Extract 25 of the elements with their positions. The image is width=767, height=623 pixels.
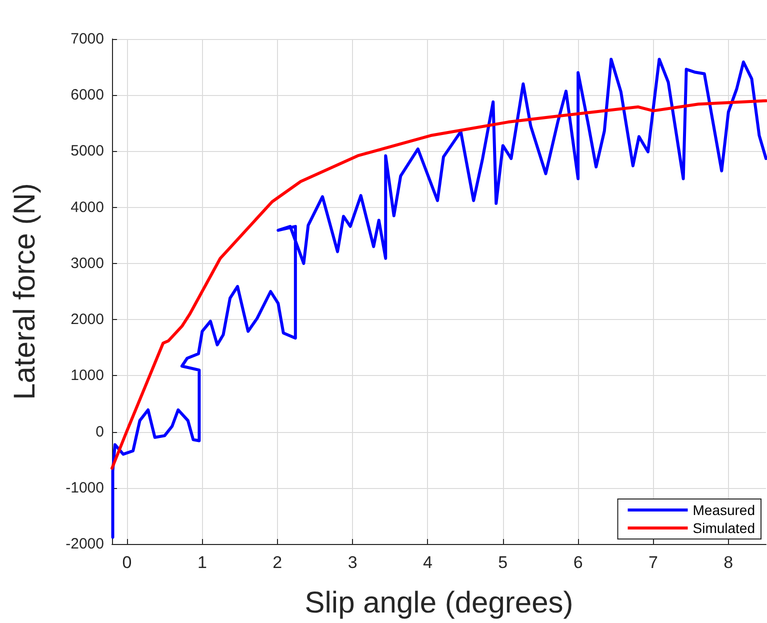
x-tick-label: 6 [573, 553, 583, 572]
y-tick-label: 5000 [70, 142, 104, 160]
x-axis-title: Slip angle (degrees) [304, 586, 574, 620]
y-tick-label: -2000 [66, 536, 104, 552]
y-axis-title: Lateral force (N) [8, 183, 42, 400]
y-tick-label: -1000 [66, 479, 104, 496]
x-tick-label: 1 [197, 553, 207, 572]
y-tick-label: 6000 [70, 86, 104, 104]
y-tick-label: 2000 [70, 311, 104, 328]
x-tick-label: 7 [648, 553, 658, 572]
y-tick-label: 3000 [70, 254, 104, 272]
y-tick-label: 0 [96, 423, 104, 440]
x-tick-label: 5 [498, 553, 508, 572]
x-tick-label: 8 [724, 553, 734, 572]
y-tick-label: 4000 [70, 198, 104, 216]
line-series [110, 99, 767, 470]
x-tick-label: 3 [348, 553, 358, 572]
legend-label: Simulated [692, 520, 756, 536]
line-series [111, 58, 767, 539]
x-tick-label: 0 [122, 553, 132, 572]
x-tick-label: 2 [272, 553, 282, 572]
legend-label: Measured [692, 502, 756, 518]
x-tick-label: 4 [422, 553, 432, 572]
y-tick-label: 1000 [70, 367, 104, 384]
y-tick-label: 7000 [70, 30, 104, 48]
